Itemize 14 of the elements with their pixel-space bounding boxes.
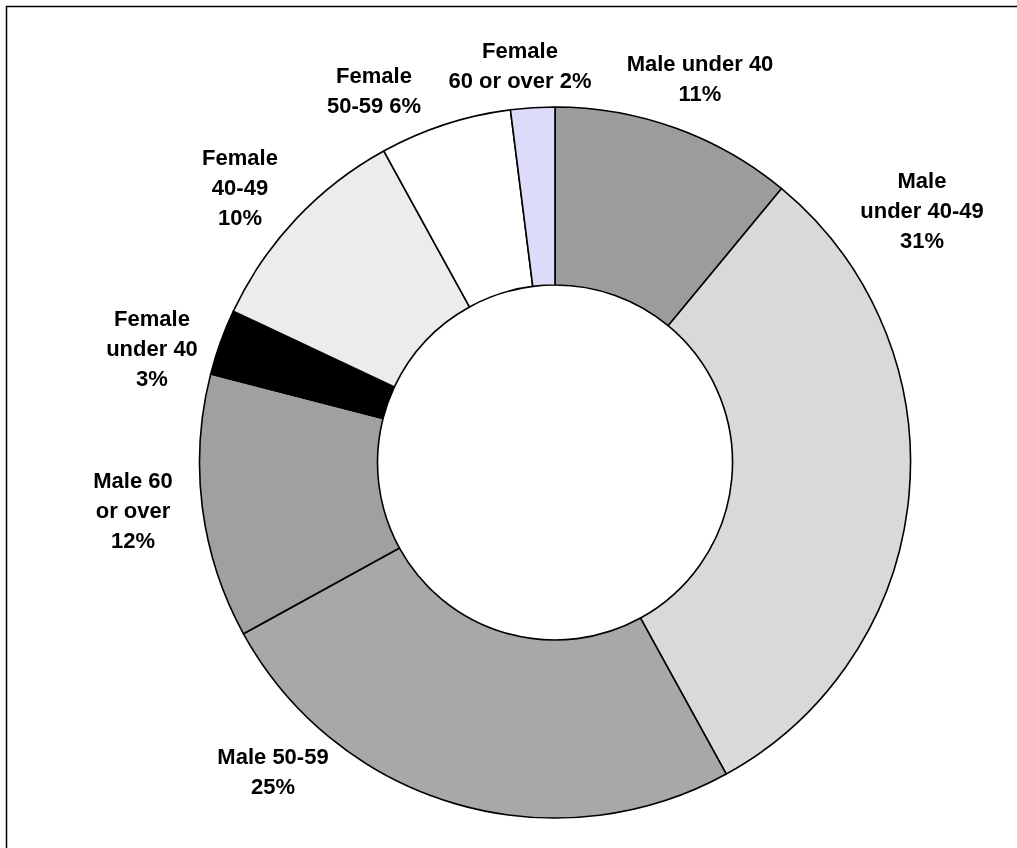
slice-label: Male 50-59 xyxy=(217,744,329,770)
data-label: 25% xyxy=(250,774,296,800)
data-label: 31% xyxy=(899,228,945,254)
slice-label: Female 40-49 xyxy=(202,145,278,201)
slice-label: Female 60 or over 2% xyxy=(448,38,592,94)
data-label: 10% xyxy=(217,205,263,231)
data-label: 12% xyxy=(110,527,156,553)
slice-label: Female under 40 xyxy=(106,305,198,361)
slice-label: Male 60 or over xyxy=(93,467,173,523)
slice-label: Male under 40-49 xyxy=(860,168,984,224)
data-label: 3% xyxy=(136,365,168,391)
slice-label: Female 50-59 6% xyxy=(326,63,422,119)
data-label: 11% xyxy=(678,80,722,106)
slice-label: Male under 40 xyxy=(626,50,774,76)
